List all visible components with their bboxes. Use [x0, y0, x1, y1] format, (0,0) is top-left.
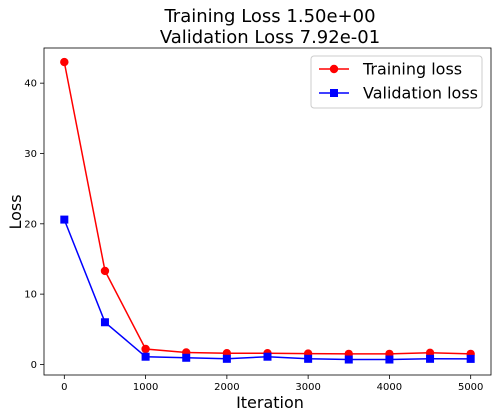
y-tick-label: 10: [24, 290, 37, 301]
series-2-point: [222, 354, 231, 363]
y-tick-label: 40: [24, 79, 37, 90]
series-2-point: [60, 215, 69, 224]
series-2-point: [466, 354, 475, 363]
legend-marker-1: [329, 64, 339, 74]
series-line-2: [63, 219, 471, 361]
series-2-point: [426, 354, 435, 363]
y-tick-label: 30: [24, 149, 37, 160]
x-tick-label: 2000: [214, 382, 239, 393]
series-2-point: [385, 355, 394, 364]
x-tick-label: 1000: [133, 382, 158, 393]
series-2-point: [304, 354, 313, 363]
plot-area: 0 1000 2000 3000 4000 5000 0 10 20 30 40: [24, 47, 492, 393]
y-tick-label: 20: [24, 219, 37, 230]
series-2-point: [263, 352, 272, 361]
x-tick-label: 3000: [295, 382, 320, 393]
axes-frame: [43, 47, 492, 376]
chart-title-line-1: Training Loss 1.50e+00: [163, 6, 375, 27]
series-2-point: [141, 352, 150, 361]
series-2-point: [344, 355, 353, 364]
series-1-point: [100, 266, 110, 276]
series-1-point: [141, 344, 150, 354]
legend-marker-2: [330, 89, 338, 97]
legend: Training loss Validation loss: [310, 55, 483, 109]
y-axis-label: Loss: [6, 194, 25, 229]
legend-label-2: Validation loss: [363, 84, 478, 103]
series-2-point: [100, 318, 109, 327]
x-axis-label: Iteration: [236, 393, 304, 412]
legend-box: [310, 55, 483, 109]
x-tick-label: 0: [61, 382, 67, 393]
x-tick-label: 5000: [458, 382, 483, 393]
legend-label-1: Training loss: [362, 60, 462, 79]
series-2-point: [182, 353, 191, 362]
series-1-point: [60, 57, 69, 67]
x-tick-label: 4000: [377, 382, 402, 393]
y-tick-label: 0: [31, 360, 37, 371]
chart-title-line-2: Validation Loss 7.92e-01: [160, 27, 380, 48]
